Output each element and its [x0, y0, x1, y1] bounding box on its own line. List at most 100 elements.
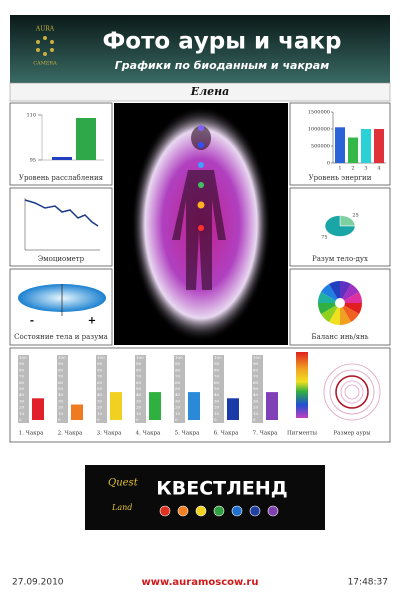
client-name: Елена	[190, 85, 230, 98]
scale-label: 70	[175, 374, 181, 379]
bar	[52, 157, 72, 160]
chakra-bar	[71, 404, 83, 420]
wheel-wedge	[318, 292, 340, 303]
wheel-wedge	[329, 303, 340, 325]
scale-label: 10	[19, 411, 25, 416]
sign: -	[30, 316, 34, 327]
chakra-bar	[266, 392, 278, 420]
logo-land: Land	[111, 503, 132, 512]
chakra-bar	[32, 398, 44, 420]
wheel-wedge	[340, 303, 360, 323]
chakra-label: 3. Чакра	[97, 431, 122, 437]
scale-label: 40	[136, 392, 142, 397]
panel-label: Баланс инь/янь	[311, 333, 368, 341]
scale-label: 30	[253, 398, 259, 403]
date: 27.09.2010	[12, 578, 64, 588]
chakra-bar	[188, 392, 200, 420]
scale-bg	[57, 355, 68, 423]
scale-label: 60	[214, 380, 220, 385]
scale-label: 90	[97, 361, 103, 366]
header-bg	[10, 15, 390, 83]
aura-ring	[329, 369, 375, 415]
scale-label: 80	[136, 367, 142, 372]
scale-label: 60	[136, 380, 142, 385]
y-tick-label: 500000	[311, 144, 330, 150]
scale-label: 30	[19, 398, 25, 403]
scale-label: 40	[253, 392, 259, 397]
aura-ring	[340, 380, 364, 404]
scale-label: 100	[58, 355, 66, 360]
pie-label: 25	[352, 213, 358, 219]
scale-label: 60	[97, 380, 103, 385]
scale-label: 80	[253, 367, 259, 372]
scale-label: 70	[253, 374, 259, 379]
panel	[9, 102, 113, 186]
scale-label: 70	[97, 374, 103, 379]
chakra-label: 7. Чакра	[253, 431, 278, 437]
logo-quest: Quest	[108, 478, 139, 489]
bar	[374, 129, 384, 163]
logo-box	[85, 465, 325, 530]
scale-label: 80	[214, 367, 220, 372]
aura-ring	[323, 363, 381, 421]
time: 17:48:37	[348, 578, 388, 588]
wheel-wedge	[318, 303, 340, 314]
scale-label: 0	[19, 417, 22, 422]
scale-label: 30	[175, 398, 181, 403]
aura-ring	[344, 384, 360, 400]
scale-bg	[174, 355, 185, 423]
yin-yang-wheel	[318, 281, 362, 325]
scale-label: 90	[214, 361, 220, 366]
y-tick-label: 95	[30, 158, 36, 164]
scale-label: 30	[58, 398, 64, 403]
scale-label: 10	[214, 411, 220, 416]
wheel-wedge	[329, 281, 340, 303]
aura-chakras	[197, 125, 205, 231]
scale-label: 60	[175, 380, 181, 385]
scale-label: 10	[175, 411, 181, 416]
x-tick-label: 4	[377, 166, 380, 172]
chakra-label: 6. Чакра	[214, 431, 239, 437]
url: www.auramoscow.ru	[142, 577, 259, 588]
scale-label: 0	[175, 417, 178, 422]
scale-label: 90	[136, 361, 142, 366]
scale-bg	[252, 355, 263, 423]
scale-bg	[135, 355, 146, 423]
emotion-line	[24, 199, 99, 227]
pie-label: 75	[321, 234, 327, 240]
y-tick-label: 1500000	[308, 110, 330, 116]
wheel-wedge	[320, 283, 340, 303]
scale-label: 0	[253, 417, 256, 422]
wheel-wedge	[340, 281, 351, 303]
logo-bottom: CAMERA	[33, 61, 57, 67]
wheel-wedge	[340, 303, 362, 314]
scale-label: 100	[97, 355, 105, 360]
wheel-wedge	[340, 292, 362, 303]
chakra-label: Пигменты	[287, 431, 318, 437]
bar	[348, 137, 358, 163]
scale-label: 100	[136, 355, 144, 360]
logo-top: AURA	[35, 26, 55, 33]
chakra-bar	[110, 392, 122, 420]
scale-label: 90	[19, 361, 25, 366]
scale-label: 60	[58, 380, 64, 385]
y-tick-label: 110	[26, 113, 36, 119]
panel-label: Состояние тела и разума	[14, 333, 108, 341]
scale-label: 20	[19, 405, 25, 410]
panel-label: Эмоциометр	[38, 255, 85, 263]
scale-label: 40	[19, 392, 25, 397]
brand: КВЕСТЛЕНД	[156, 478, 287, 500]
pie-slice	[324, 215, 356, 237]
scale-label: 50	[214, 386, 220, 391]
subtitle: Графики по биоданным и чакрам	[115, 59, 329, 72]
scale-label: 10	[97, 411, 103, 416]
y-tick-label: 0	[327, 161, 330, 167]
x-tick-label: 2	[351, 166, 354, 172]
scale-label: 50	[175, 386, 181, 391]
scale-label: 100	[253, 355, 261, 360]
scale-label: 70	[136, 374, 142, 379]
scale-bg	[18, 355, 29, 423]
chakra-label: Размер ауры	[333, 431, 371, 437]
scale-label: 70	[19, 374, 25, 379]
scale-bg	[96, 355, 107, 423]
